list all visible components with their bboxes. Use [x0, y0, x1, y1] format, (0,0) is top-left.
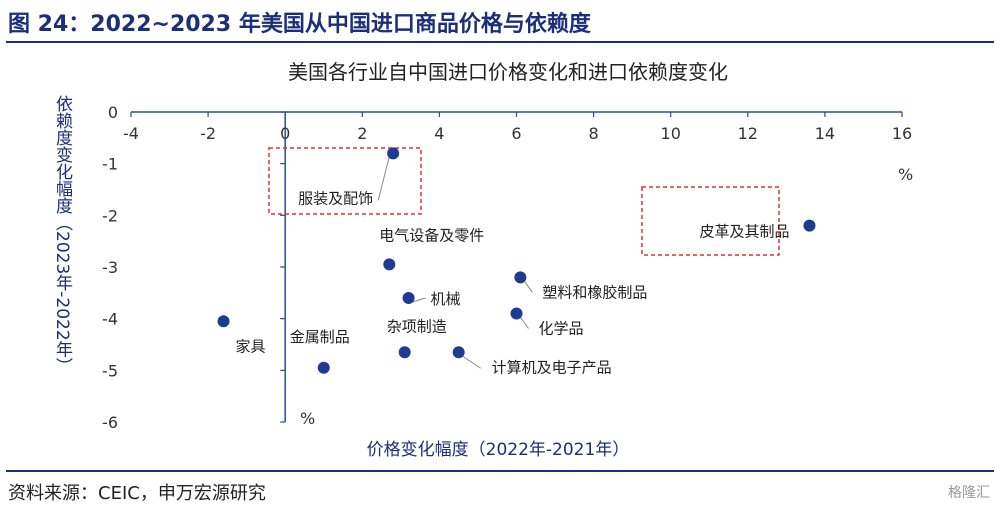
point-label: 皮革及其制品	[699, 223, 789, 241]
x-tick-label: 4	[434, 124, 444, 143]
figure-title: 图 24：2022~2023 年美国从中国进口商品价格与依赖度	[8, 12, 591, 37]
point-label: 服装及配饰	[298, 189, 373, 207]
label-connectors	[377, 157, 533, 369]
point-label: 化学品	[539, 320, 584, 338]
y-tick-label: 0	[108, 103, 118, 122]
data-point	[514, 271, 527, 284]
x-tick-label: 8	[589, 124, 599, 143]
x-tick-label: 14	[815, 124, 835, 143]
y-tick-label: -2	[102, 206, 118, 225]
x-tick-label: 12	[738, 124, 758, 143]
label-connector	[462, 355, 481, 369]
x-tick-label: -4	[123, 124, 139, 143]
data-point	[317, 361, 330, 374]
x-tick-label: 16	[892, 124, 912, 143]
point-label: 金属制品	[290, 328, 350, 346]
x-axis-title: 价格变化幅度（2022年-2021年）	[367, 440, 630, 460]
data-point	[402, 292, 415, 304]
y-axis-title: 依赖度变化幅度（2023年-2022年）	[52, 95, 73, 375]
y-tick-label: -6	[102, 413, 118, 432]
x-unit-label: %	[898, 165, 913, 184]
point-label: 家具	[236, 337, 266, 355]
y-tick-label: -1	[102, 155, 118, 174]
data-point	[387, 147, 400, 160]
x-tick-label: 6	[511, 124, 521, 143]
point-label: 塑料和橡胶制品	[542, 283, 647, 301]
highlight-box	[268, 147, 422, 215]
data-point	[510, 307, 523, 320]
data-point	[383, 258, 396, 271]
y-tick-label: -3	[102, 258, 118, 277]
x-tick-label: 2	[357, 124, 367, 143]
point-label: 计算机及电子产品	[492, 358, 612, 376]
y-tick-label: -4	[102, 310, 118, 329]
source-divider	[6, 470, 994, 472]
data-points	[217, 147, 816, 374]
label-connector	[520, 317, 529, 329]
label-connector	[412, 297, 426, 303]
x-tick-label: -2	[200, 124, 216, 143]
axes: -4 -2 0 2 4 6 8 10 12 14 16 0 -1 -2 -3 -4 -5 -6	[102, 103, 912, 432]
label-connector	[523, 281, 533, 293]
highlight-boxes	[268, 147, 780, 256]
data-point	[217, 315, 230, 328]
y-unit-label: %	[300, 409, 315, 428]
data-point	[398, 346, 411, 359]
y-tick-label: -5	[102, 361, 118, 380]
point-label: 杂项制造	[387, 317, 447, 335]
highlight-box	[641, 186, 780, 256]
point-label: 电气设备及零件	[379, 226, 484, 244]
title-divider	[6, 41, 994, 43]
x-tick-label: 0	[280, 124, 290, 143]
data-point	[452, 346, 465, 359]
point-label: 机械	[431, 290, 461, 308]
x-tick-label: 10	[661, 124, 681, 143]
chart-title: 美国各行业自中国进口价格变化和进口依赖度变化	[288, 60, 728, 84]
watermark: 格隆汇	[948, 485, 990, 501]
label-connector	[377, 157, 390, 201]
scatter-chart: 美国各行业自中国进口价格变化和进口依赖度变化 -4 -2 0 2 4 6 8 10 12 14 16…	[52, 60, 913, 460]
data-point	[803, 219, 816, 232]
source-note: 资料来源：CEIC，申万宏源研究	[8, 483, 266, 504]
